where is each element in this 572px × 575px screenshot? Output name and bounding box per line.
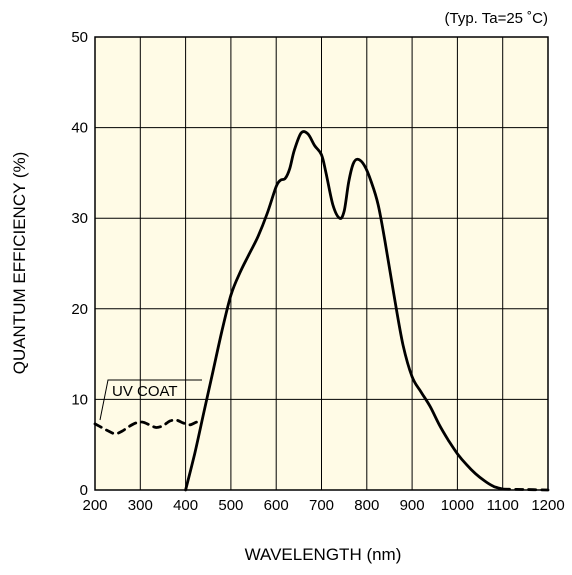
x-tick-label: 900 (400, 497, 425, 514)
condition-note: (Typ. Ta=25 ˚C) (444, 10, 548, 27)
uv-coat-label: UV COAT (112, 383, 178, 400)
uv-coat-annotation: UV COAT (99, 379, 202, 421)
x-tick-label: 300 (128, 497, 153, 514)
x-tick-label: 500 (218, 497, 243, 514)
y-tick-label: 40 (71, 120, 88, 137)
x-tick-label: 200 (82, 497, 107, 514)
x-tick-label: 1200 (531, 497, 564, 514)
x-tick-label: 600 (264, 497, 289, 514)
x-tick-label: 1000 (441, 497, 474, 514)
uv-coat-leader-line (99, 379, 202, 421)
x-tick-labels: 200 300 400 500 600 700 800 900 1000 1100 1200 (82, 497, 564, 514)
y-tick-label: 30 (71, 210, 88, 227)
qe-curve-line-0 (184, 130, 505, 492)
plot-frame (94, 36, 549, 491)
x-axis-label: WAVELENGTH (nm) (245, 545, 402, 564)
y-axis-label: QUANTUM EFFICIENCY (%) (10, 152, 29, 375)
dashed-series-line-1 (93, 418, 203, 436)
x-tick-label: 400 (173, 497, 198, 514)
y-tick-label: 20 (71, 301, 88, 318)
y-tick-labels: 0 10 20 30 40 50 (71, 29, 88, 499)
y-tick-label: 0 (80, 482, 88, 499)
x-tick-label: 700 (309, 497, 334, 514)
x-tick-label: 800 (354, 497, 379, 514)
y-tick-label: 10 (71, 391, 88, 408)
y-tick-label: 50 (71, 29, 88, 46)
x-tick-label: 1100 (487, 497, 519, 514)
